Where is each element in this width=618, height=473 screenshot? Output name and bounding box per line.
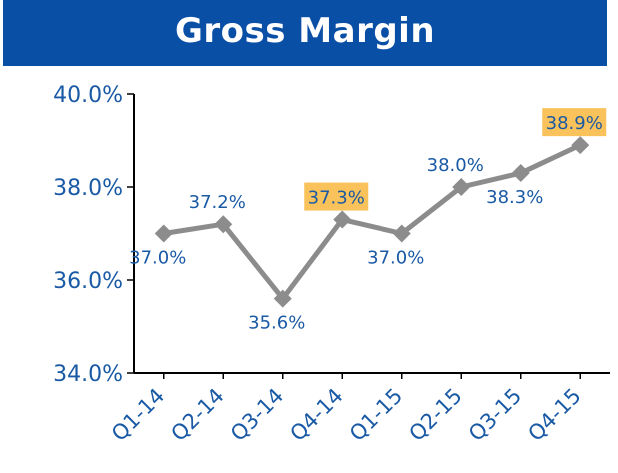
title-banner: Gross Margin [3, 0, 607, 66]
x-tick-label: Q4-15 [523, 384, 585, 446]
data-label-highlight [542, 108, 607, 137]
chart-title: Gross Margin [174, 11, 436, 51]
data-label: 37.3% [308, 188, 365, 209]
data-label: 37.0% [367, 248, 424, 269]
data-label-highlight [304, 182, 369, 211]
data-label: 38.9% [546, 113, 603, 134]
x-tick-label: Q3-14 [226, 384, 288, 446]
data-point-marker [154, 224, 173, 243]
x-tick-label: Q1-14 [107, 384, 169, 446]
x-tick-label: Q1-15 [345, 384, 407, 446]
x-tick-label: Q2-15 [404, 384, 466, 446]
x-tick-label: Q3-15 [464, 384, 526, 446]
y-tick-label: 40.0% [53, 83, 123, 108]
data-label: 37.2% [189, 192, 246, 213]
data-label: 35.6% [248, 313, 305, 334]
y-tick-label: 36.0% [53, 269, 123, 294]
y-tick-label: 34.0% [53, 362, 123, 387]
data-point-marker [452, 178, 471, 196]
data-point-marker [571, 136, 590, 155]
x-tick-label: Q4-14 [285, 384, 347, 446]
data-point-marker [273, 289, 292, 308]
data-label: 38.0% [427, 155, 484, 176]
series-line [161, 142, 583, 302]
data-point-marker [511, 164, 530, 183]
data-point-marker [392, 224, 411, 243]
data-point-marker [333, 210, 352, 229]
data-point-marker [214, 215, 233, 234]
x-tick-label: Q2-14 [166, 384, 228, 446]
data-label: 37.0% [129, 248, 186, 269]
y-tick-label: 38.0% [53, 176, 123, 201]
data-label: 38.3% [486, 187, 543, 208]
